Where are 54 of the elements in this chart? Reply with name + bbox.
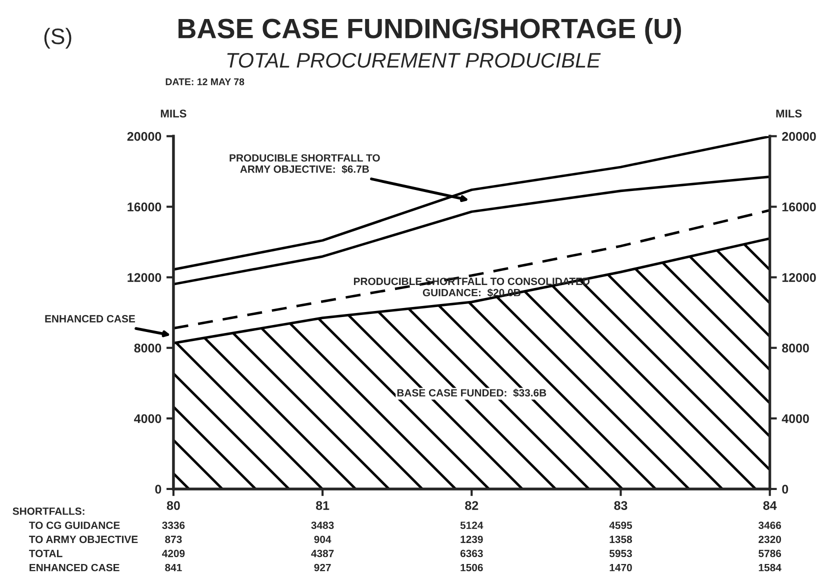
y-tick-label: 8000 [134, 344, 162, 353]
text: 4595 [609, 522, 632, 529]
text: 5124 [460, 522, 484, 529]
text: ENHANCED CASE [45, 315, 135, 322]
y-tick-label: 12000 [128, 273, 162, 282]
y2-tick-label: 16000 [782, 202, 816, 212]
text: 3466 [758, 522, 782, 530]
text: TO CG GUIDANCE [29, 522, 120, 529]
y-tick-label: 4000 [134, 414, 162, 424]
y-tick-label: 16000 [128, 202, 162, 212]
x-tick-label: 82 [465, 501, 478, 510]
x-tick-label: 81 [316, 501, 330, 510]
text: 927 [314, 564, 331, 572]
text: 1470 [610, 564, 632, 572]
text: 1239 [460, 536, 483, 544]
text: 1358 [610, 536, 632, 544]
text: 1584 [758, 564, 782, 572]
y2-tick-label: 4000 [782, 414, 809, 424]
text: SHORTFALLS: [12, 508, 84, 515]
x-tick-label: 83 [614, 501, 628, 510]
y2-tick-label: 12000 [782, 273, 816, 282]
y2-tick-label: 8000 [782, 344, 809, 353]
text: 3336 [162, 522, 185, 530]
text: (S) [44, 28, 72, 49]
text: 1506 [460, 564, 483, 572]
annotation: BASE CASE FUNDED: $33.6B [397, 388, 546, 398]
text: 4209 [162, 550, 185, 558]
y2-axis-title: MILS [776, 110, 802, 118]
text: 904 [314, 536, 332, 544]
line-series [173, 209, 770, 330]
text: 5786 [758, 550, 782, 558]
text: 841 [165, 564, 182, 572]
text: 5953 [609, 550, 632, 558]
text: 873 [165, 536, 182, 544]
text: 2320 [758, 536, 781, 544]
y2-tick-label: 20000 [782, 132, 816, 141]
text: 6363 [460, 550, 483, 558]
x-tick-label: 80 [166, 501, 180, 510]
text: ENHANCED CASE [30, 564, 120, 572]
text: 4387 [311, 550, 334, 558]
line-series [173, 176, 770, 286]
line-series [173, 136, 770, 271]
annotation: PRODUCIBLE SHORTFALL TO ARMY OBJECTIVE: $6.7B [230, 154, 380, 174]
text: 3483 [311, 522, 334, 530]
text: DATE: 12 MAY 78 [166, 78, 244, 86]
text: TOTAL [29, 550, 62, 558]
text: TO ARMY OBJECTIVE [29, 536, 138, 544]
y-axis-title: MILS [160, 110, 186, 118]
y-tick-label: 0 [155, 484, 162, 494]
chart-title: BASE CASE FUNDING/SHORTAGE (U) [178, 18, 681, 44]
y2-tick-label: 0 [782, 484, 788, 494]
x-tick-label: 84 [763, 501, 777, 510]
chart-subtitle: TOTAL PROCUREMENT PRODUCIBLE [227, 52, 601, 68]
y-tick-label: 20000 [127, 132, 162, 141]
